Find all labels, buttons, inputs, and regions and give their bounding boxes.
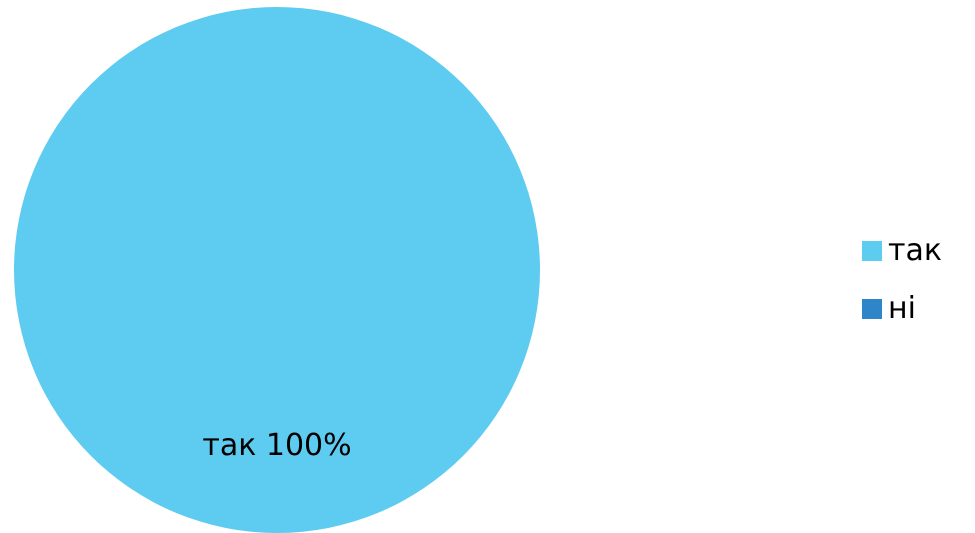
legend-swatch-tak — [862, 241, 882, 261]
legend-swatch-ni — [862, 299, 882, 319]
pie-slice-tak — [14, 7, 540, 533]
legend-item-ni: ні — [862, 290, 942, 328]
pie-slices — [14, 7, 540, 533]
legend-label-ni: ні — [888, 291, 916, 326]
legend-item-tak: так — [862, 232, 942, 270]
legend: так ні — [862, 232, 942, 328]
legend-label-tak: так — [888, 233, 942, 268]
slice-label-tak: так 100% — [202, 428, 351, 463]
